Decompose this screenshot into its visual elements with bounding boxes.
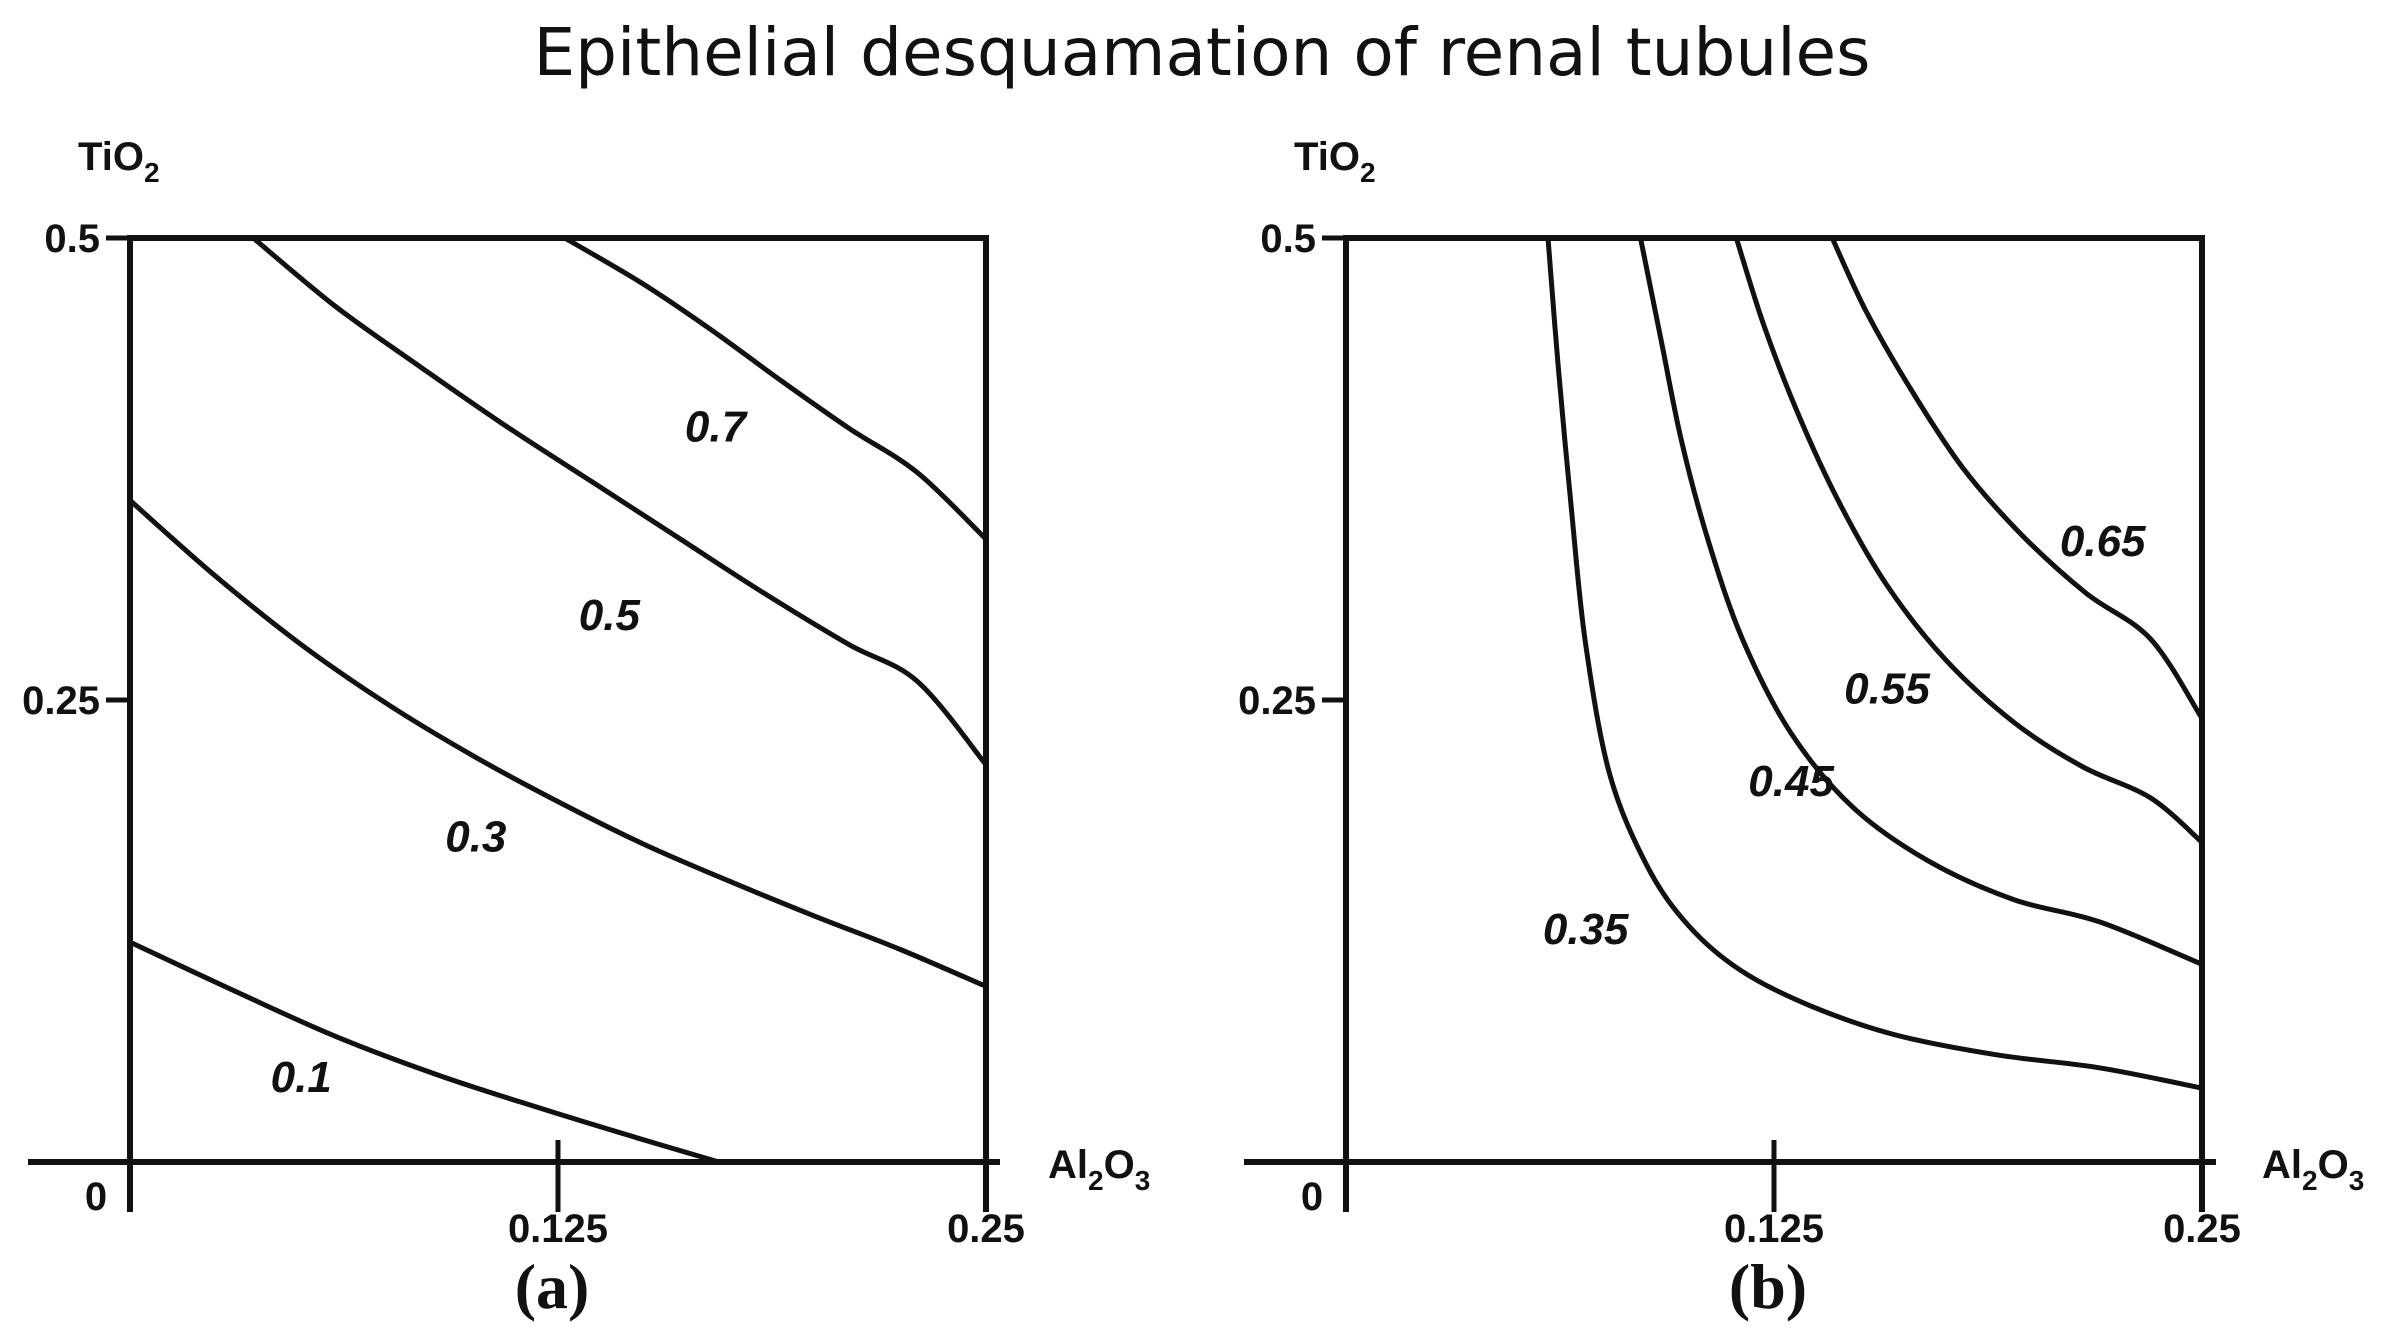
x-axis-title-mid: O (1104, 1143, 1135, 1187)
y-axis-title-subscript: 2 (1360, 157, 1376, 188)
contour-line-0.55 (1733, 235, 2205, 845)
x-axis-title-sub1: 2 (2302, 1165, 2318, 1196)
contour-label: 0.35 (1543, 905, 1629, 954)
x-axis-title-base: Al (2262, 1143, 2302, 1187)
x-axis-title-sub2: 3 (2349, 1165, 2365, 1196)
x-axis-title: Al2O3 (2262, 1143, 2364, 1196)
x-axis-title-mid: O (2318, 1143, 2349, 1187)
panel-label: (b) (1729, 1251, 1807, 1322)
figure-title: Epithelial desquamation of renal tubules (533, 14, 1871, 91)
y-tick-label: 0.5 (44, 217, 100, 261)
contour-label: 0.55 (1844, 665, 1930, 714)
contour-line-0.5 (250, 235, 989, 768)
y-tick-label: 0.25 (1238, 679, 1316, 723)
contour-label: 0.1 (271, 1053, 332, 1102)
contour-line-0.7 (562, 235, 989, 542)
contour-label: 0.3 (445, 813, 506, 862)
y-axis-title-subscript: 2 (144, 157, 160, 188)
contour-line-0.35 (1545, 235, 2205, 1091)
x-tick-label: 0.25 (947, 1207, 1025, 1251)
contour-label: 0.5 (579, 591, 641, 640)
contour-line-0.45 (1638, 235, 2205, 967)
origin-label: 0 (85, 1175, 107, 1219)
x-axis-title-sub1: 2 (1088, 1165, 1104, 1196)
y-tick-label: 0.25 (22, 679, 100, 723)
contour-label: 0.7 (685, 402, 749, 451)
x-axis-title-sub2: 3 (1135, 1165, 1151, 1196)
panel-a: 0.125 0.250.250.50TiO2Al2O30.10.30.50.7(a… (22, 135, 1150, 1322)
contour-label: 0.45 (1748, 757, 1834, 806)
y-axis-title: TiO2 (1294, 135, 1376, 188)
contour-line-0.3 (127, 497, 989, 989)
x-tick-label: 0.125 (508, 1207, 608, 1251)
panel-b: 0.125 0.250.250.50TiO2Al2O30.350.450.550.… (1238, 135, 2364, 1322)
x-tick-label: 0.25 (2163, 1207, 2241, 1251)
contour-line-0.1 (127, 939, 722, 1165)
x-tick-label: 0.125 (1724, 1207, 1824, 1251)
x-axis-title: Al2O3 (1048, 1143, 1150, 1196)
panel-label: (a) (515, 1251, 590, 1322)
y-tick-label: 0.5 (1260, 217, 1316, 261)
y-axis-title-base: TiO (78, 135, 144, 179)
y-axis-title-base: TiO (1294, 135, 1360, 179)
y-axis-title: TiO2 (78, 135, 160, 188)
x-axis-title-base: Al (1048, 1143, 1088, 1187)
contour-label: 0.65 (2060, 517, 2146, 566)
origin-label: 0 (1301, 1175, 1323, 1219)
contour-line-0.65 (1829, 235, 2205, 721)
